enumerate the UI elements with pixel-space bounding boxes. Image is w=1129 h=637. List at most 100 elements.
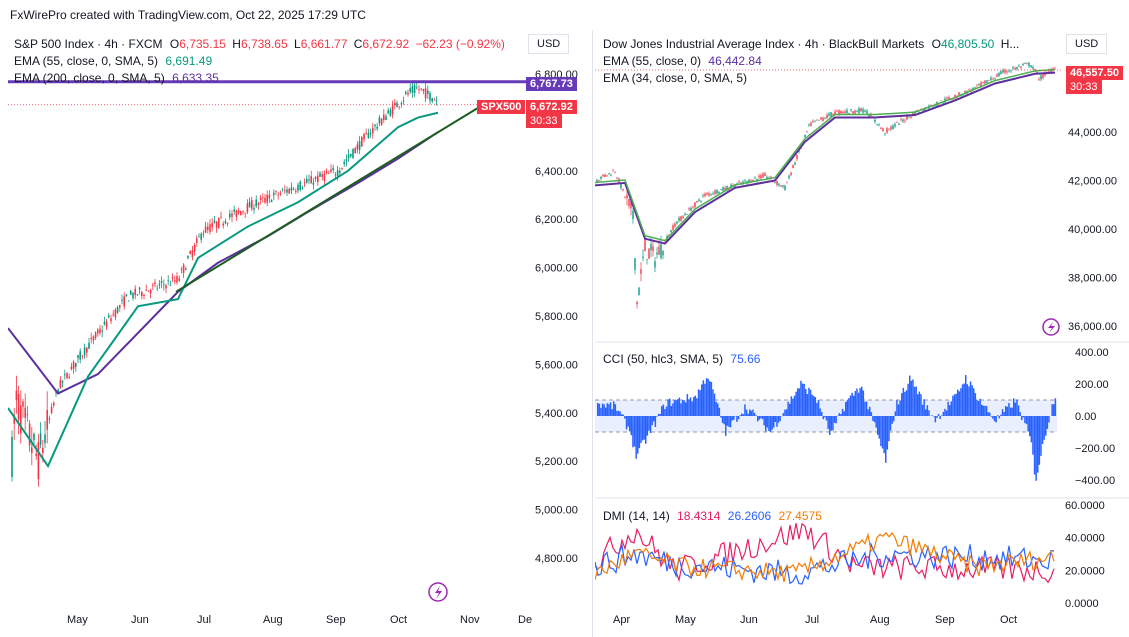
spx-x-tick: Aug <box>263 614 283 626</box>
dji-candle <box>652 246 654 251</box>
cci-bar <box>605 407 607 416</box>
dji-candle <box>1024 63 1026 64</box>
cci-bar <box>715 401 717 416</box>
cci-bar <box>817 399 820 416</box>
spx-candle <box>253 208 255 210</box>
dji-y-tick: 36,000.00 <box>1068 321 1117 333</box>
cci-bar <box>809 389 812 416</box>
dji-candle <box>710 193 712 195</box>
spx-high: 6,738.65 <box>240 37 288 51</box>
spx-candle <box>39 433 42 445</box>
cci-bar <box>1013 398 1015 416</box>
chart-credit: FxWirePro created with TradingView.com, … <box>10 8 366 22</box>
dji-candle <box>616 177 618 179</box>
dji-chart[interactable]: 44,000.00 42,000.00 40,000.00 38,000.00 36,0… <box>595 30 1129 635</box>
spx-candle <box>33 433 35 441</box>
dji-candle <box>748 179 750 183</box>
cci-bar <box>792 398 794 416</box>
cci-bar <box>686 394 689 416</box>
spx-candle <box>13 415 15 424</box>
spx-price-chart[interactable]: 6,800.006,400.006,200.006,000.005,800.00… <box>8 30 588 635</box>
cci-y-tick: 400.00 <box>1075 347 1109 359</box>
cci-bar <box>832 416 834 431</box>
dji-candle <box>734 185 736 189</box>
cci-bar <box>624 416 626 419</box>
cci-bar <box>985 406 988 416</box>
cci-bar <box>723 416 725 425</box>
cci-bar <box>640 416 642 444</box>
cci-bar <box>736 416 738 422</box>
dji-candle <box>718 191 720 194</box>
cci-bar <box>704 383 706 416</box>
dji-candle <box>690 208 692 211</box>
spx-candle <box>400 103 403 105</box>
cci-bar <box>721 416 724 423</box>
dji-currency-button[interactable]: USD <box>1066 34 1108 54</box>
spx-candle <box>90 337 92 339</box>
spx-level-price: 6,767.73 <box>526 77 577 91</box>
cci-bar <box>805 388 807 416</box>
cci-bar <box>739 415 741 416</box>
spx-candle <box>383 114 385 121</box>
dji-candle <box>862 109 864 113</box>
dji-candle <box>774 182 776 184</box>
dji-candle <box>752 179 754 182</box>
dji-candle <box>624 196 626 198</box>
cci-bar <box>1041 416 1044 444</box>
dji-x-tick: Sep <box>935 614 955 626</box>
spx-candle <box>385 116 387 121</box>
spx-candle <box>361 137 363 147</box>
dji-candle <box>972 87 974 91</box>
dji-candle <box>882 128 884 132</box>
dji-candle <box>600 176 602 179</box>
cci-bar <box>664 408 666 416</box>
spx-candle <box>242 211 244 213</box>
dji-candle <box>942 102 944 104</box>
left-chart-pane[interactable]: 6,800.00 6,400.00 6,200.00 6,000.00 5,800.00… <box>8 30 588 635</box>
dji-candle <box>976 84 978 86</box>
cci-bar <box>995 416 997 423</box>
dji-candle <box>840 110 842 114</box>
spx-candle <box>279 193 282 195</box>
spx-open-label: O <box>169 37 180 51</box>
cci-bar <box>864 401 866 416</box>
spx-candle <box>125 294 128 297</box>
dji-candle <box>930 104 932 106</box>
cci-bar <box>616 410 618 416</box>
cci-bar <box>630 416 633 436</box>
tradingview-logo-bolt <box>1048 322 1055 333</box>
cci-bar <box>598 403 601 416</box>
spx-candle <box>11 436 13 477</box>
cci-bar <box>659 413 661 416</box>
dji-x-tick: Jun <box>740 614 758 626</box>
spx-candle <box>328 172 330 174</box>
spx-candle <box>169 285 172 286</box>
dji-ema34-legend: EMA (34, close, 0, SMA, 5) <box>603 71 747 85</box>
tradingview-logo-icon <box>428 582 448 602</box>
dji-candle <box>780 185 782 187</box>
cci-bar <box>830 416 833 431</box>
dji-candle <box>874 119 876 122</box>
cci-bar <box>694 395 697 416</box>
dji-candle <box>692 206 694 208</box>
spx-candle <box>196 238 198 243</box>
pane-separator[interactable] <box>592 30 593 637</box>
cci-bar <box>883 416 885 454</box>
dji-x-tick: Jul <box>805 614 819 626</box>
spx-ema200-label: EMA (200, close, 0, SMA, 5) <box>14 71 165 85</box>
cci-bar <box>745 409 748 416</box>
dji-trunc: H... <box>1000 37 1020 51</box>
spx-candle <box>121 299 123 301</box>
spx-candle <box>336 170 339 176</box>
cci-bar <box>814 397 817 416</box>
cci-bar <box>1017 405 1020 416</box>
cci-bar <box>974 393 977 416</box>
spx-currency-button[interactable]: USD <box>528 34 570 54</box>
spx-candle <box>420 88 422 90</box>
spx-y-tick: 6,200.00 <box>535 214 578 226</box>
cci-bar <box>896 400 898 416</box>
spx-candle <box>251 200 253 209</box>
cci-bar <box>696 398 698 416</box>
spx-candle <box>79 351 81 360</box>
spx-candle <box>72 361 75 369</box>
